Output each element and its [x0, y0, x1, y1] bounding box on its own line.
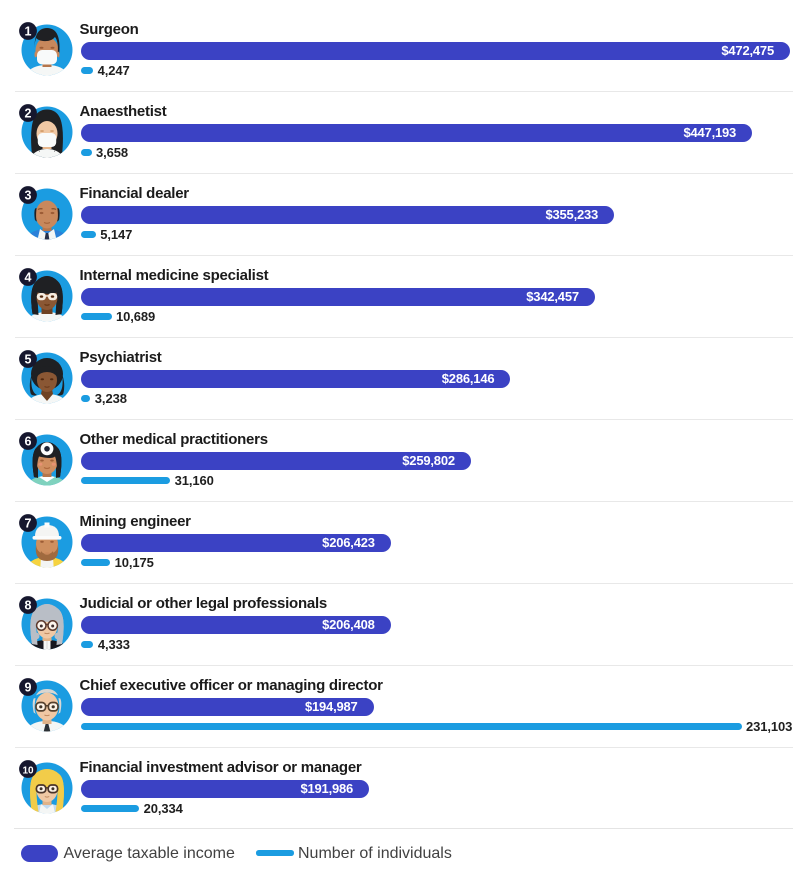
svg-text:6: 6: [24, 434, 31, 448]
svg-text:9: 9: [24, 680, 31, 694]
svg-text:10: 10: [22, 765, 34, 776]
svg-text:7: 7: [24, 516, 31, 530]
svg-text:8: 8: [24, 598, 31, 612]
svg-text:1: 1: [24, 24, 31, 38]
svg-text:5: 5: [24, 352, 31, 366]
svg-text:2: 2: [24, 106, 31, 120]
svg-text:3: 3: [24, 188, 31, 202]
svg-text:4: 4: [24, 270, 31, 284]
